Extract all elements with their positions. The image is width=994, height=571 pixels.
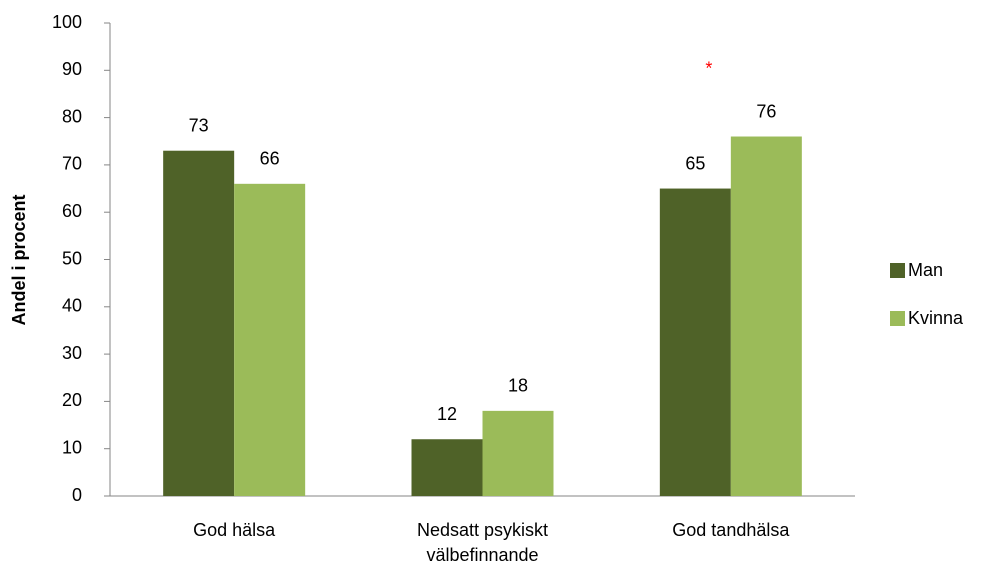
legend-label: Man <box>908 260 943 280</box>
y-tick-label: 20 <box>62 390 82 410</box>
bar <box>411 439 483 496</box>
data-label: 12 <box>437 404 457 424</box>
data-label: 76 <box>756 101 776 121</box>
bar <box>163 150 235 496</box>
bar <box>234 183 306 496</box>
bar <box>730 136 802 496</box>
y-axis-label: Andel i procent <box>9 194 29 325</box>
legend-swatch <box>890 311 905 326</box>
x-tick-label: God tandhälsa <box>672 520 790 540</box>
data-label: 18 <box>508 376 528 396</box>
y-tick-label: 60 <box>62 201 82 221</box>
y-tick-label: 10 <box>62 437 82 457</box>
legend-swatch <box>890 263 905 278</box>
data-label: 66 <box>260 149 280 169</box>
annotation: * <box>705 58 712 78</box>
y-tick-label: 90 <box>62 59 82 79</box>
y-tick-label: 30 <box>62 343 82 363</box>
y-tick-label: 0 <box>72 485 82 505</box>
x-tick-label: God hälsa <box>193 520 276 540</box>
y-tick-label: 40 <box>62 296 82 316</box>
data-label: 65 <box>685 153 705 173</box>
data-label: 73 <box>189 115 209 135</box>
y-tick-label: 100 <box>52 12 82 32</box>
x-tick-label: Nedsatt psykiskt välbefinnande <box>416 520 549 565</box>
bar <box>659 188 731 497</box>
y-tick-label: 70 <box>62 154 82 174</box>
legend-label: Kvinna <box>908 308 964 328</box>
y-tick-label: 80 <box>62 106 82 126</box>
y-tick-label: 50 <box>62 248 82 268</box>
bar <box>482 410 554 496</box>
